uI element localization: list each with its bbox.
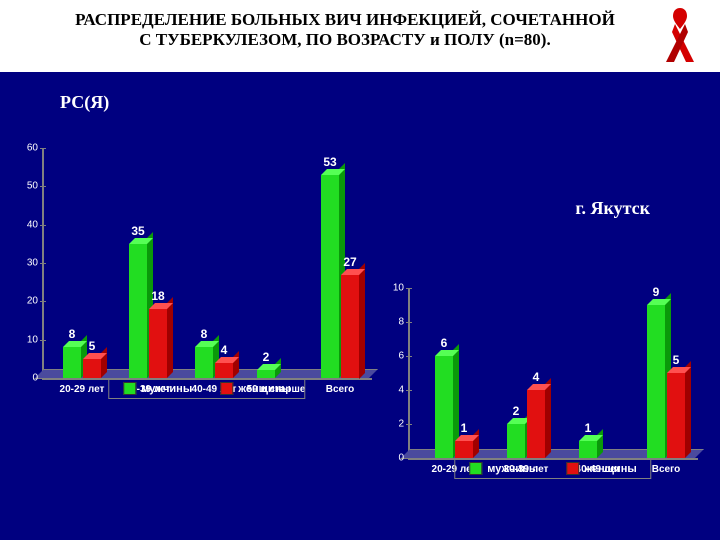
bar-value-label: 9: [647, 285, 665, 299]
y-tick-label: 10: [393, 283, 404, 294]
x-category-label: 20-29 лет: [60, 384, 105, 395]
legend: мужчины женщины: [108, 378, 305, 399]
bar-value-label: 53: [321, 155, 339, 169]
y-tick-label: 6: [398, 351, 404, 362]
bar-value-label: 35: [129, 224, 147, 238]
x-category-label: Всего: [652, 464, 681, 475]
y-tick-label: 8: [398, 317, 404, 328]
legend-item-women: женщины: [566, 462, 637, 475]
bar-value-label: 18: [149, 289, 167, 303]
legend-item-men: мужчины: [123, 382, 192, 395]
legend-item-men: мужчины: [469, 462, 538, 475]
bar-value-label: 1: [579, 421, 597, 435]
bar-value-label: 6: [435, 336, 453, 350]
plot-area: 02468106120-29 лет2430-39 лет140-49 лет9…: [408, 288, 698, 460]
men-bar: 8: [195, 347, 213, 378]
women-bar: 5: [83, 359, 101, 378]
chart-right-label: г. Якутск: [575, 198, 650, 219]
bar-value-label: 8: [195, 327, 213, 341]
bar-value-label: 1: [455, 421, 473, 435]
bar-value-label: 5: [667, 353, 685, 367]
men-bar: 2: [507, 424, 525, 458]
bar-value-label: 4: [215, 343, 233, 357]
bar-value-label: 4: [527, 370, 545, 384]
legend: мужчины женщины: [454, 458, 651, 479]
men-bar: 1: [579, 441, 597, 458]
chart-left: 01020304050608520-29 лет351830-39 лет844…: [42, 120, 372, 380]
men-bar: 2: [257, 370, 275, 378]
legend-item-women: женщины: [220, 382, 291, 395]
plot-area: 01020304050608520-29 лет351830-39 лет844…: [42, 148, 372, 380]
bar-value-label: 8: [63, 327, 81, 341]
bar-value-label: 2: [257, 350, 275, 364]
y-tick-label: 20: [27, 296, 38, 307]
women-bar: 5: [667, 373, 685, 458]
title-line-2: С ТУБЕРКУЛЕЗОМ, ПО ВОЗРАСТУ и ПОЛУ (n=80…: [139, 30, 550, 49]
men-bar: 6: [435, 356, 453, 458]
y-tick-label: 50: [27, 181, 38, 192]
y-tick-label: 10: [27, 334, 38, 345]
y-tick-label: 40: [27, 219, 38, 230]
bar-value-label: 27: [341, 255, 359, 269]
chart-right: 02468106120-29 лет2430-39 лет140-49 лет9…: [408, 260, 698, 460]
men-bar: 53: [321, 175, 339, 378]
men-bar: 8: [63, 347, 81, 378]
bar-value-label: 5: [83, 339, 101, 353]
y-tick-label: 30: [27, 258, 38, 269]
women-bar: 18: [149, 309, 167, 378]
men-bar: 35: [129, 244, 147, 378]
women-bar: 4: [527, 390, 545, 458]
y-tick-label: 2: [398, 419, 404, 430]
men-bar: 9: [647, 305, 665, 458]
bar-value-label: 2: [507, 404, 525, 418]
title-line-1: РАСПРЕДЕЛЕНИЕ БОЛЬНЫХ ВИЧ ИНФЕКЦИЕЙ, СОЧ…: [75, 10, 615, 29]
y-tick-label: 0: [398, 453, 404, 464]
women-bar: 1: [455, 441, 473, 458]
y-tick-label: 60: [27, 143, 38, 154]
slide-title: РАСПРЕДЕЛЕНИЕ БОЛЬНЫХ ВИЧ ИНФЕКЦИЕЙ, СОЧ…: [0, 0, 720, 55]
y-tick-label: 4: [398, 385, 404, 396]
women-bar: 4: [215, 363, 233, 378]
women-bar: 27: [341, 275, 359, 379]
x-category-label: Всего: [326, 384, 355, 395]
y-tick-label: 0: [32, 373, 38, 384]
aids-ribbon-icon: [658, 6, 702, 64]
chart-left-label: РС(Я): [60, 92, 109, 113]
